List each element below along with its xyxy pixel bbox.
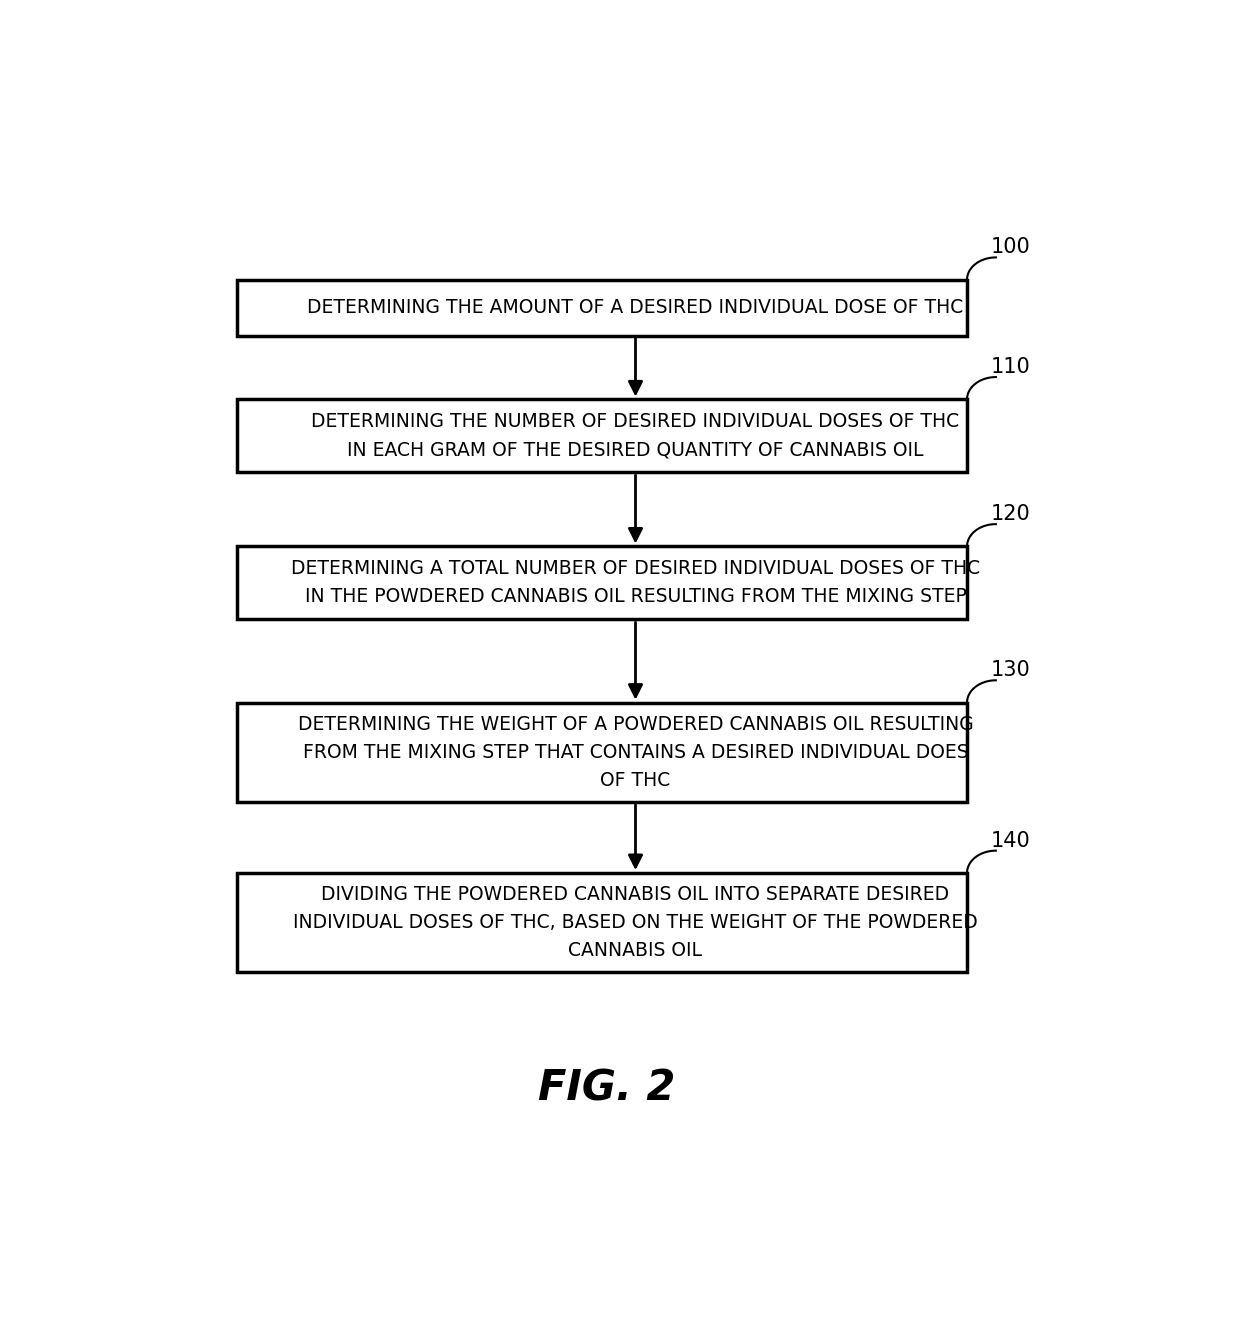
Text: FIG. 2: FIG. 2 xyxy=(538,1068,676,1110)
FancyBboxPatch shape xyxy=(237,279,967,336)
Text: DETERMINING THE WEIGHT OF A POWDERED CANNABIS OIL RESULTING
FROM THE MIXING STEP: DETERMINING THE WEIGHT OF A POWDERED CAN… xyxy=(298,715,973,790)
FancyBboxPatch shape xyxy=(237,702,967,802)
Text: 110: 110 xyxy=(991,357,1030,377)
Text: 130: 130 xyxy=(991,660,1030,681)
Text: DETERMINING THE NUMBER OF DESIRED INDIVIDUAL DOSES OF THC
IN EACH GRAM OF THE DE: DETERMINING THE NUMBER OF DESIRED INDIVI… xyxy=(311,412,960,460)
Text: DETERMINING THE AMOUNT OF A DESIRED INDIVIDUAL DOSE OF THC: DETERMINING THE AMOUNT OF A DESIRED INDI… xyxy=(308,298,963,317)
FancyBboxPatch shape xyxy=(237,873,967,972)
Text: DETERMINING A TOTAL NUMBER OF DESIRED INDIVIDUAL DOSES OF THC
IN THE POWDERED CA: DETERMINING A TOTAL NUMBER OF DESIRED IN… xyxy=(291,560,980,606)
Text: DIVIDING THE POWDERED CANNABIS OIL INTO SEPARATE DESIRED
INDIVIDUAL DOSES OF THC: DIVIDING THE POWDERED CANNABIS OIL INTO … xyxy=(293,885,978,960)
Text: 100: 100 xyxy=(991,237,1030,257)
FancyBboxPatch shape xyxy=(237,547,967,619)
Text: 120: 120 xyxy=(991,504,1030,524)
FancyBboxPatch shape xyxy=(237,399,967,473)
Text: 140: 140 xyxy=(991,831,1030,851)
